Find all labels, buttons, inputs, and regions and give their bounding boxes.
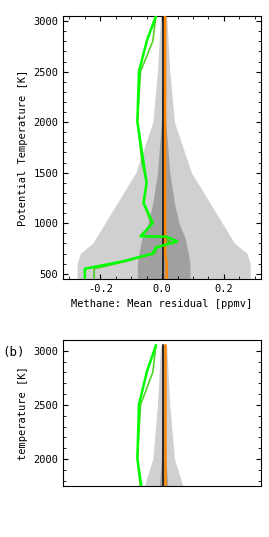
- Y-axis label: temperature [K]: temperature [K]: [18, 366, 28, 460]
- Y-axis label: Potential Temperature [K]: Potential Temperature [K]: [18, 69, 28, 226]
- X-axis label: Methane: Mean residual [ppmv]: Methane: Mean residual [ppmv]: [72, 299, 253, 309]
- Text: (b): (b): [3, 346, 25, 359]
